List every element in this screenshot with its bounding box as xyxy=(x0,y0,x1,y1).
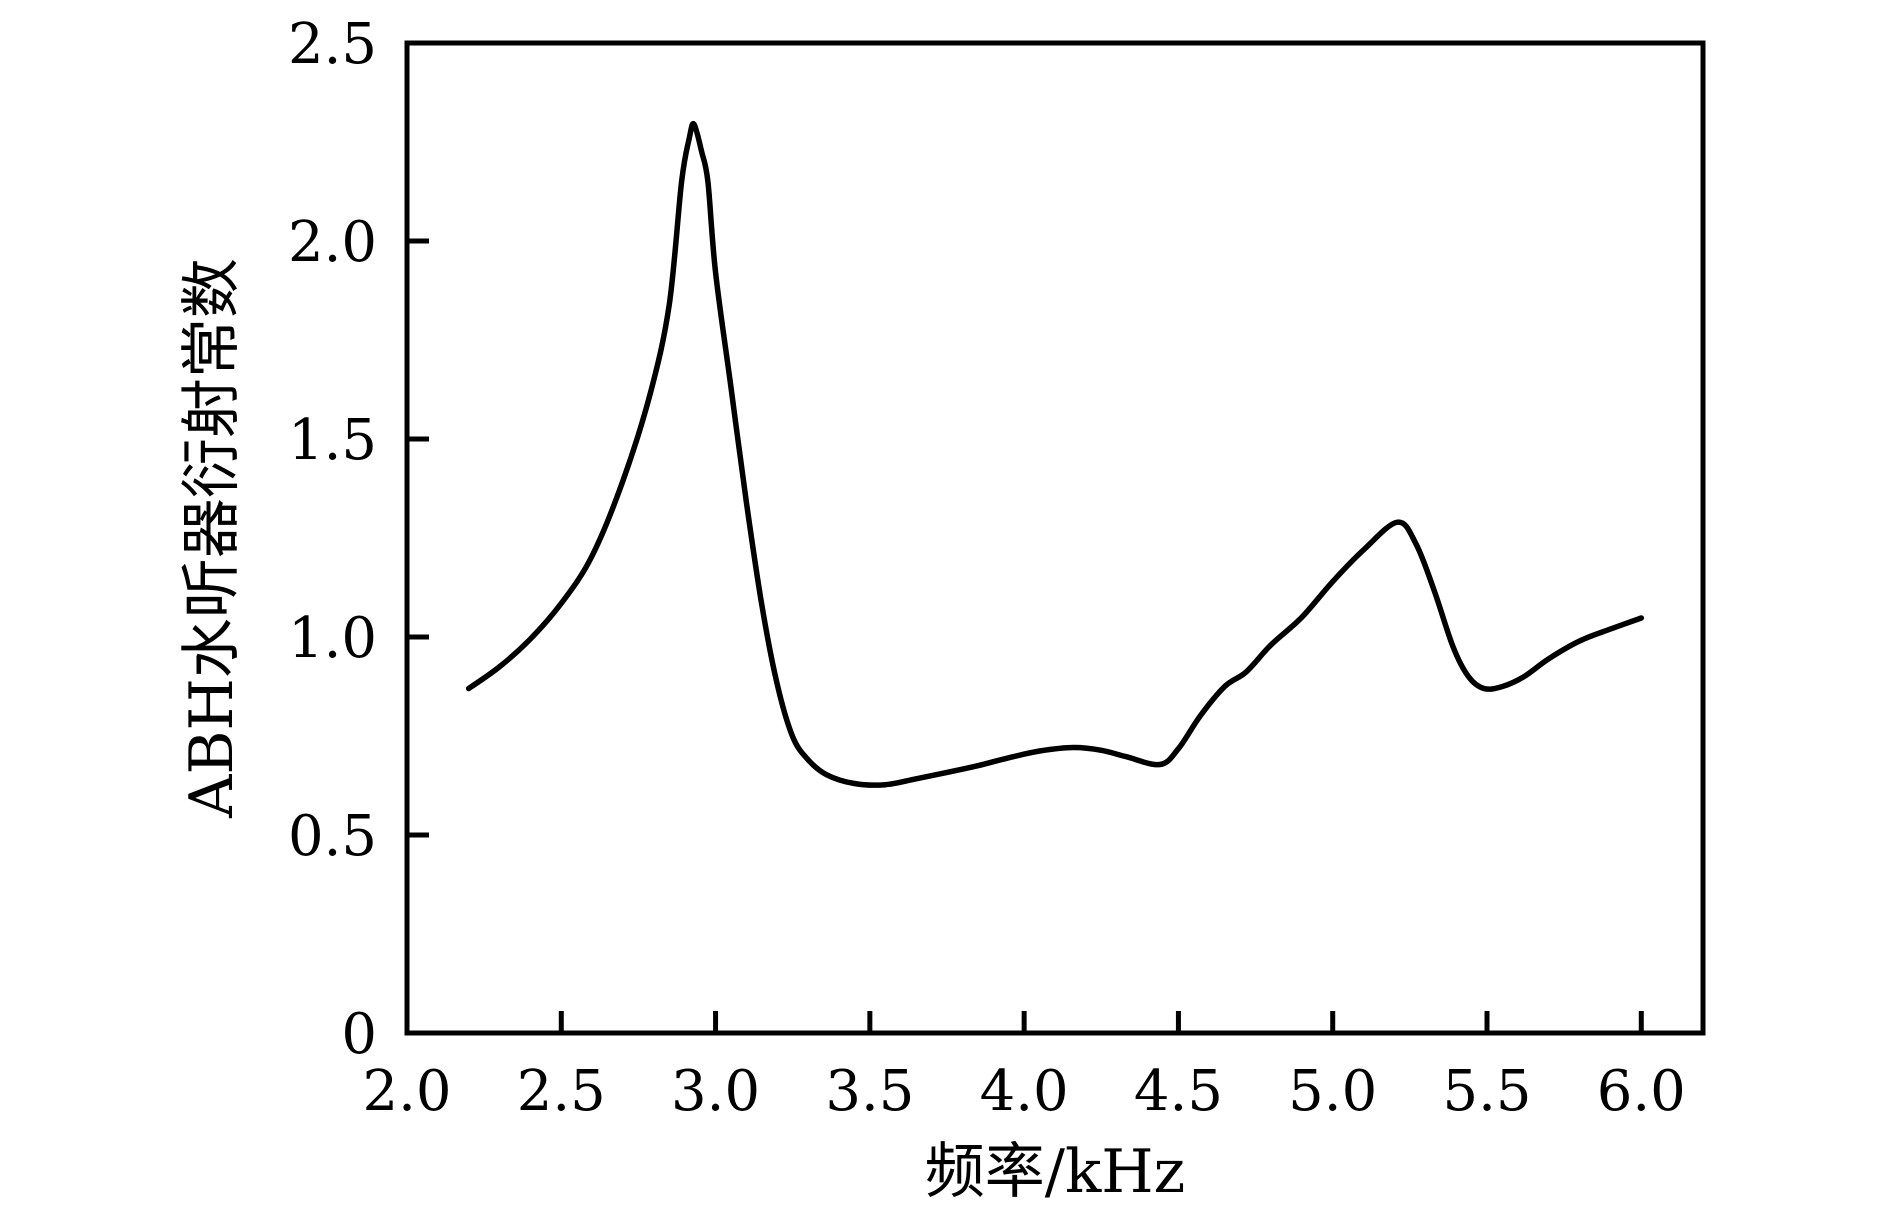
plot-frame xyxy=(404,40,1706,1036)
x-tick-label: 2.0 xyxy=(362,1059,451,1124)
x-tick-label: 5.5 xyxy=(1442,1059,1531,1124)
x-tick-label: 2.5 xyxy=(517,1059,606,1124)
x-tick-label: 6.0 xyxy=(1597,1059,1686,1124)
y-tick-label: 2.0 xyxy=(288,210,377,275)
y-tick-label: 2.5 xyxy=(288,12,377,77)
y-tick-label: 0 xyxy=(341,1002,377,1067)
x-axis-ticks xyxy=(558,1011,1644,1033)
y-axis-tick-labels: 0 0.5 1.0 1.5 2.0 2.5 xyxy=(288,12,377,1067)
y-tick-label: 1.5 xyxy=(288,408,377,473)
data-curve xyxy=(465,120,1645,788)
x-tick-label: 3.0 xyxy=(671,1059,760,1124)
x-tick-label: 3.5 xyxy=(825,1059,914,1124)
x-axis-tick-labels: 2.0 2.5 3.0 3.5 4.0 4.5 5.0 5.5 6.0 xyxy=(362,1059,1685,1124)
y-tick-label: 1.0 xyxy=(288,606,377,671)
x-tick-label: 4.5 xyxy=(1134,1059,1223,1124)
y-axis-ticks xyxy=(407,238,429,838)
x-axis-title: 频率/kHz xyxy=(925,1137,1186,1207)
y-axis-title: ABH水听器衍射常数 xyxy=(177,258,247,819)
x-tick-label: 5.0 xyxy=(1288,1059,1377,1124)
x-tick-label: 4.0 xyxy=(980,1059,1069,1124)
y-tick-label: 0.5 xyxy=(288,804,377,869)
